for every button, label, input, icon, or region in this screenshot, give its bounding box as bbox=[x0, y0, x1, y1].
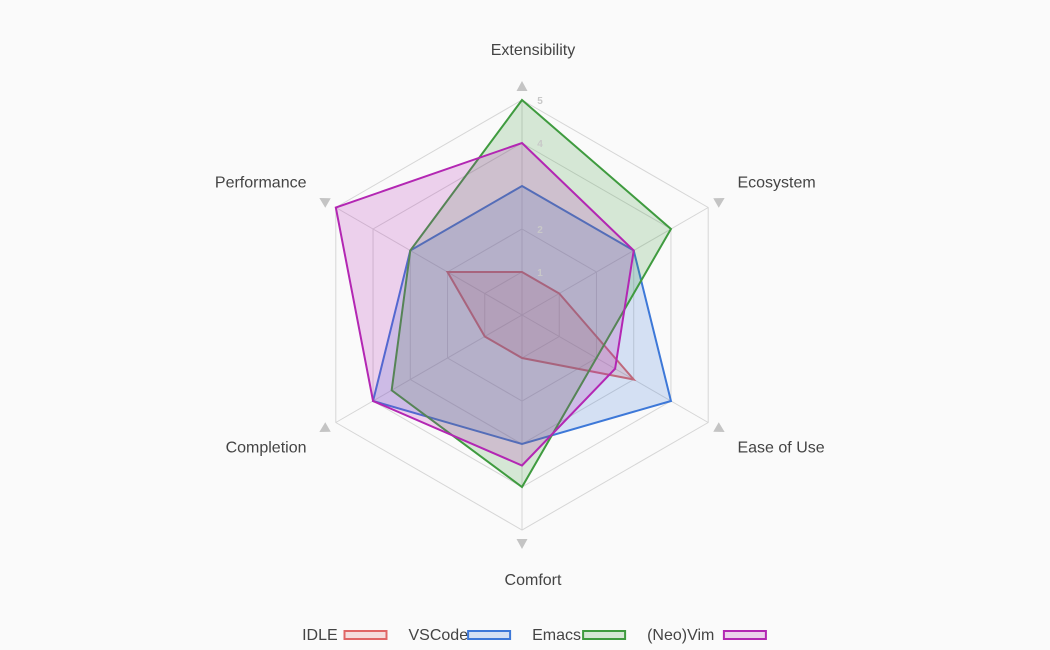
axis-label-comfort: Comfort bbox=[505, 572, 562, 589]
legend-label: VSCode bbox=[409, 627, 469, 644]
tick-label-4: 4 bbox=[537, 139, 543, 150]
series-idle-polygon bbox=[445, 271, 637, 382]
series-neo-vim-polygon bbox=[334, 141, 635, 467]
legend-label: Emacs bbox=[532, 627, 581, 644]
axis-arrow-5 bbox=[319, 198, 331, 208]
radar-axis-labels: Extensibility Ecosystem Ease of Use Comfort… bbox=[215, 42, 825, 589]
radar-ticks: 1 2 4 5 bbox=[537, 96, 543, 279]
axis-label-extensibility: Extensibility bbox=[491, 42, 575, 59]
legend-swatch bbox=[343, 630, 388, 640]
legend-swatch bbox=[467, 630, 512, 640]
radar-series bbox=[334, 98, 673, 489]
legend-item-idle[interactable]: IDLE bbox=[302, 627, 388, 644]
legend: IDLE VSCode Emacs (Neo)Vim bbox=[302, 627, 767, 644]
axis-arrow-0 bbox=[516, 81, 528, 91]
axis-spoke-5 bbox=[335, 207, 523, 316]
legend-label: (Neo)Vim bbox=[647, 627, 714, 644]
legend-item-emacs[interactable]: Emacs bbox=[532, 627, 627, 644]
legend-swatch bbox=[722, 630, 767, 640]
axis-arrow-1 bbox=[713, 198, 725, 208]
tick-label-1: 1 bbox=[537, 268, 543, 279]
legend-label: IDLE bbox=[302, 627, 338, 644]
axis-arrow-2 bbox=[713, 422, 725, 432]
tick-label-2: 2 bbox=[537, 225, 543, 236]
axis-label-performance: Performance bbox=[215, 175, 307, 192]
axis-label-ease-of-use: Ease of Use bbox=[737, 440, 824, 457]
legend-swatch bbox=[582, 630, 627, 640]
axis-label-completion: Completion bbox=[226, 440, 307, 457]
axis-label-ecosystem: Ecosystem bbox=[737, 175, 815, 192]
axis-spoke-4 bbox=[335, 314, 523, 423]
legend-item-vscode[interactable]: VSCode bbox=[409, 627, 512, 644]
axis-arrow-4 bbox=[319, 422, 331, 432]
tick-label-5: 5 bbox=[537, 96, 543, 107]
axis-spoke-1 bbox=[521, 207, 709, 316]
axis-arrow-3 bbox=[516, 539, 528, 549]
legend-item-neo-vim[interactable]: (Neo)Vim bbox=[647, 627, 767, 644]
series-emacs-polygon bbox=[390, 98, 673, 489]
